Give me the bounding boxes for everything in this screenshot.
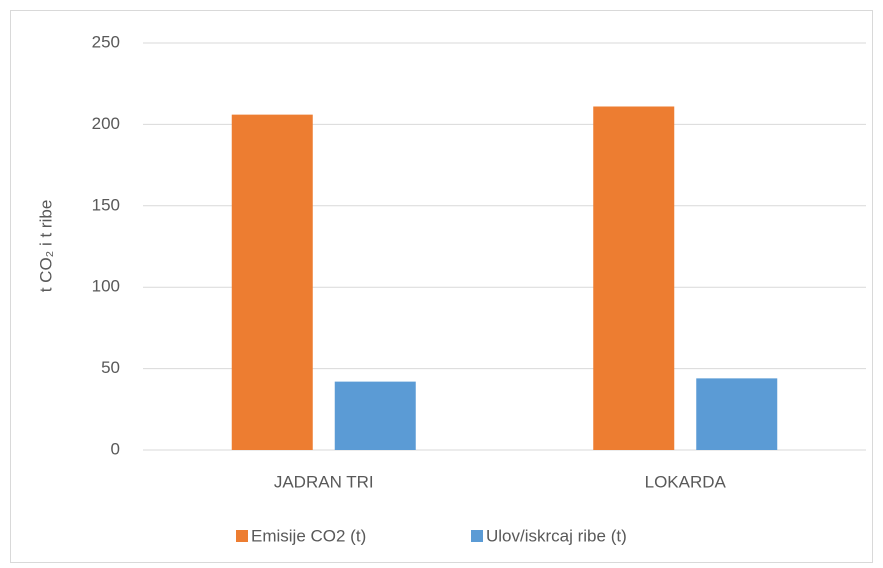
legend-label: Ulov/iskrcaj ribe (t) [486,526,627,545]
chart-border [10,10,873,563]
y-tick-label: 250 [92,32,120,51]
x-tick-label: LOKARDA [645,472,727,491]
bar [696,378,778,450]
y-tick-label: 150 [92,195,120,214]
legend-swatch [471,530,483,542]
y-tick-label: 100 [92,277,120,296]
bar [334,381,416,450]
x-tick-label: JADRAN TRI [274,472,374,491]
y-tick-label: 200 [92,114,120,133]
legend-swatch [236,530,248,542]
legend-label: Emisije CO2 (t) [251,526,366,545]
bar [231,114,313,450]
bar [593,106,675,450]
y-tick-label: 50 [101,358,120,377]
y-axis-label: t CO₂ i t ribe [36,200,55,293]
y-tick-label: 0 [111,439,120,458]
